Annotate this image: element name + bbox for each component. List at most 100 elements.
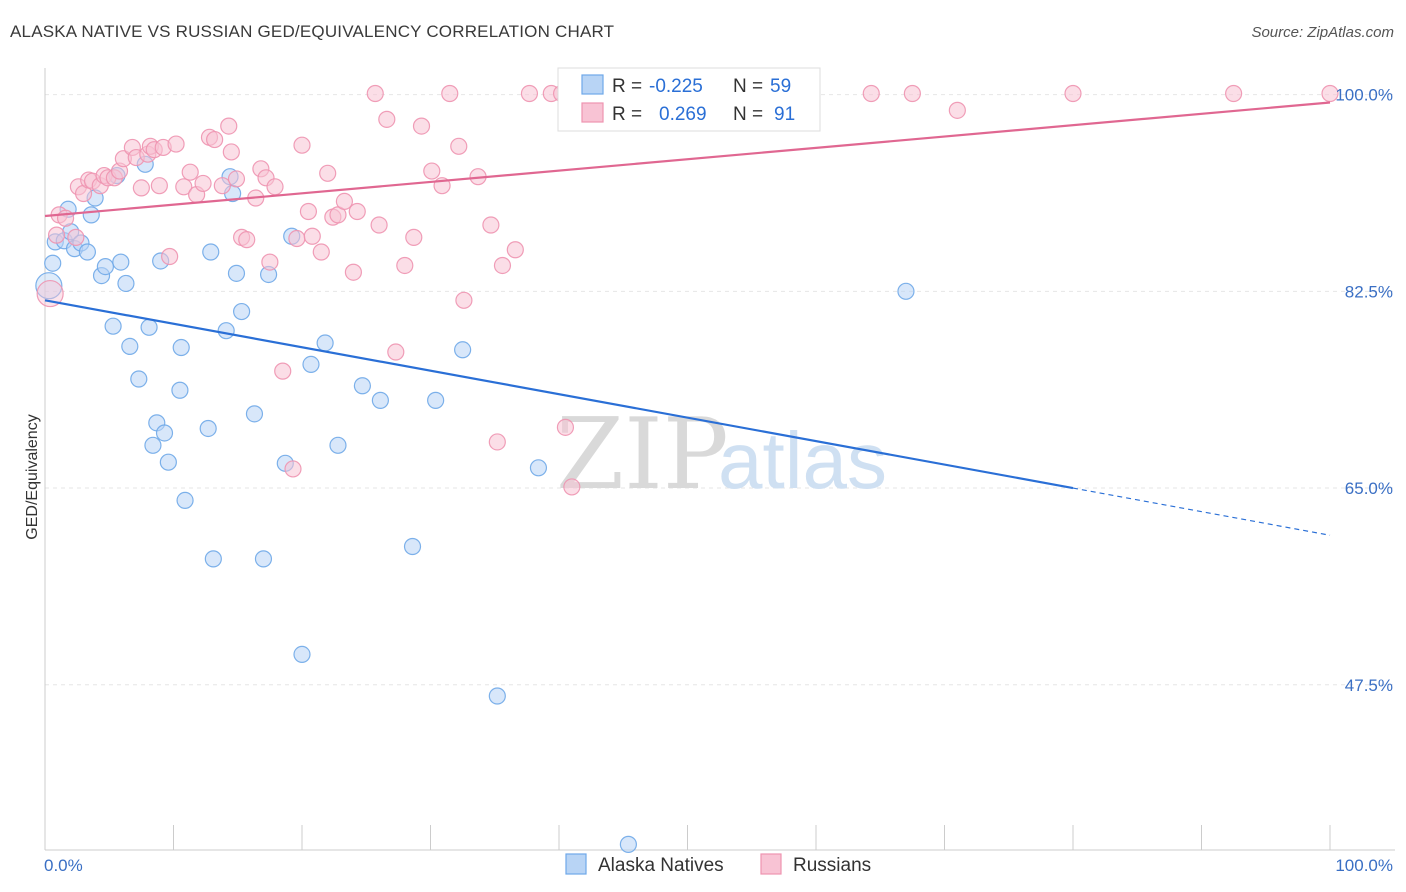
point-alaska-natives — [172, 338, 190, 357]
point-alaska-natives — [427, 391, 445, 409]
point-russians — [396, 256, 414, 275]
point-russians — [293, 136, 311, 154]
point-russians — [132, 179, 150, 197]
point-alaska-natives — [199, 419, 217, 438]
stats-r-value: 0.269 — [659, 104, 707, 125]
point-alaska-natives — [488, 687, 506, 705]
stats-swatch-alaska — [581, 74, 604, 95]
chart-title: ALASKA NATIVE VS RUSSIAN GED/EQUIVALENCY… — [10, 22, 615, 41]
point-russians — [319, 164, 337, 182]
point-alaska-natives — [454, 341, 472, 359]
point-russians — [222, 143, 240, 161]
point-russians — [482, 216, 500, 234]
point-russians — [206, 130, 224, 149]
point-alaska-natives — [202, 243, 220, 261]
point-russians — [450, 137, 468, 155]
point-russians — [366, 84, 384, 103]
point-russians — [405, 228, 423, 246]
point-russians — [312, 243, 330, 261]
point-russians — [862, 84, 880, 103]
series-legend: Alaska Natives Russians — [565, 853, 871, 876]
legend-label-russians: Russians — [793, 855, 871, 876]
tick-labels: 100.0% 82.5% 65.0% 47.5% 0.0% 100.0% — [44, 86, 1393, 875]
watermark: ZIP atlas — [556, 398, 887, 512]
y-tick-label: 47.5% — [1345, 676, 1393, 695]
stats-r-label: R = — [612, 104, 642, 125]
y-tick-label: 82.5% — [1345, 282, 1393, 301]
point-russians — [194, 174, 212, 193]
point-russians — [948, 101, 966, 119]
y-tick-label: 100.0% — [1335, 86, 1393, 105]
point-russians — [488, 433, 506, 451]
point-russians — [387, 343, 405, 361]
stats-r-label: R = — [612, 76, 642, 97]
point-russians — [36, 279, 64, 308]
point-alaska-natives — [293, 645, 311, 664]
point-alaska-natives — [233, 302, 251, 321]
point-russians — [238, 231, 256, 249]
point-alaska-natives — [254, 550, 273, 568]
point-alaska-natives — [155, 424, 174, 442]
point-russians — [1225, 84, 1243, 103]
stats-n-label: N = — [733, 104, 763, 125]
gridlines — [45, 94, 1395, 686]
point-russians — [423, 162, 441, 180]
point-alaska-natives — [171, 381, 189, 399]
point-alaska-natives — [529, 459, 548, 477]
point-alaska-natives — [144, 436, 162, 454]
legend-swatch-alaska-natives — [565, 853, 587, 875]
stats-swatch-russians — [581, 102, 604, 123]
point-alaska-natives — [217, 322, 235, 340]
point-alaska-natives — [302, 355, 320, 373]
point-russians — [167, 135, 185, 153]
point-russians — [412, 117, 431, 135]
point-russians — [1064, 84, 1082, 103]
point-russians — [1321, 84, 1339, 103]
point-russians — [47, 226, 66, 244]
trend-lines — [44, 101, 1331, 536]
point-alaska-natives — [82, 206, 100, 224]
point-russians — [520, 84, 539, 103]
stats-r-value: -0.225 — [649, 76, 703, 97]
point-alaska-natives — [140, 318, 158, 336]
point-alaska-natives — [35, 272, 63, 300]
point-alaska-natives — [96, 257, 114, 276]
point-russians — [220, 117, 238, 135]
point-russians — [288, 229, 306, 248]
x-tick-label: 100.0% — [1335, 856, 1393, 875]
point-alaska-natives — [176, 491, 194, 510]
point-alaska-natives — [78, 243, 97, 261]
point-russians — [506, 241, 524, 259]
point-russians — [181, 163, 199, 181]
point-russians — [556, 418, 575, 436]
point-russians — [335, 192, 354, 211]
x-tick-label: 0.0% — [44, 856, 83, 875]
point-alaska-natives — [371, 391, 389, 409]
watermark-zip: ZIP — [556, 398, 729, 512]
point-alaska-natives — [227, 264, 246, 282]
point-russians — [441, 84, 459, 103]
point-alaska-natives — [316, 334, 334, 352]
point-russians — [563, 478, 581, 496]
point-russians — [227, 170, 246, 188]
point-russians — [150, 177, 168, 195]
stats-n-value: 91 — [774, 104, 795, 125]
point-russians — [348, 202, 366, 221]
point-russians — [455, 291, 473, 309]
chart-source: Source: ZipAtlas.com — [1251, 24, 1394, 41]
point-russians — [175, 178, 193, 196]
point-alaska-natives — [619, 835, 637, 853]
point-russians — [213, 177, 231, 195]
trend-line-russians — [44, 101, 1331, 218]
point-russians — [378, 110, 396, 128]
stats-n-label: N = — [733, 76, 763, 97]
trend-extension-alaska-natives — [1072, 487, 1331, 536]
point-russians — [903, 84, 921, 103]
point-russians — [344, 263, 362, 281]
point-alaska-natives — [897, 282, 915, 300]
point-russians — [370, 216, 388, 234]
point-alaska-natives — [104, 317, 122, 335]
watermark-atlas: atlas — [718, 416, 887, 505]
point-alaska-natives — [44, 254, 62, 272]
